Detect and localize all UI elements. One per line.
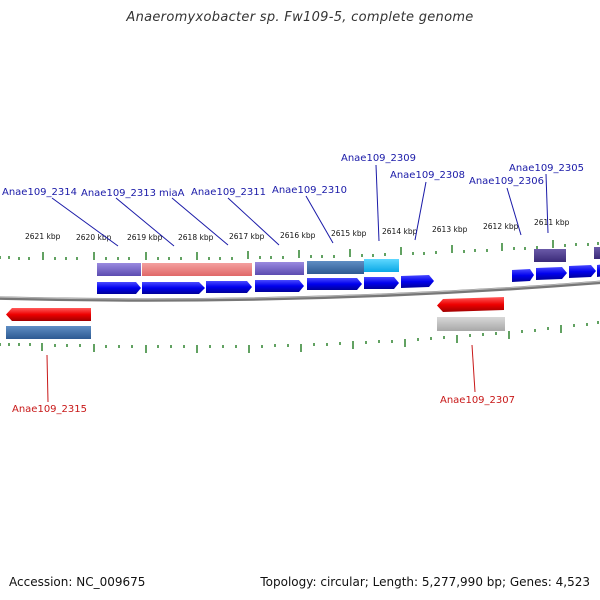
top-gene-labels: Anae109_2314 Anae109_2313 miaA Anae109_2… — [2, 153, 584, 199]
accession-info: Accession: NC_009675 — [9, 575, 146, 589]
gene-label: Anae109_2315 — [12, 404, 87, 415]
tick-label: 2619 kbp — [127, 233, 163, 242]
gene-arrow-2309 — [364, 277, 399, 289]
feature-bar-2313 — [142, 263, 252, 276]
tick-label: 2614 kbp — [382, 227, 418, 236]
feature-bar-2314 — [97, 263, 141, 276]
gene-label: Anae109_2307 — [440, 395, 515, 406]
gene-label: Anae109_2313 — [81, 188, 156, 199]
forward-genes — [97, 264, 600, 294]
gene-arrow-2306 — [512, 269, 534, 282]
gene-label: Anae109_2306 — [469, 176, 544, 187]
gene-arrow-2308 — [401, 275, 434, 288]
gene-arrow-edge — [569, 265, 596, 278]
annotation-bars-top — [97, 247, 600, 276]
tick-label: 2613 kbp — [432, 225, 468, 234]
reverse-genes — [6, 297, 505, 339]
tick-labels: 2621 kbp 2620 kbp 2619 kbp 2618 kbp 2617… — [25, 218, 570, 242]
feature-bar-edge — [594, 247, 600, 259]
feature-bar-2305 — [534, 249, 566, 262]
genome-summary: Topology: circular; Length: 5,277,990 bp… — [260, 575, 590, 589]
feature-bar-2307 — [437, 317, 505, 331]
gene-label: Anae109_2305 — [509, 163, 584, 174]
feature-bar-2310 — [307, 261, 364, 274]
gene-label: Anae109_2308 — [390, 170, 465, 181]
tick-label: 2615 kbp — [331, 229, 367, 238]
gene-arrow-2314 — [97, 282, 141, 294]
tick-label: 2616 kbp — [280, 231, 316, 240]
tick-label: 2612 kbp — [483, 222, 519, 231]
feature-bar-2315 — [6, 326, 91, 339]
top-leader-lines — [51, 164, 549, 247]
gene-arrow-2311 — [255, 280, 304, 292]
gene-arrow-2310 — [307, 278, 362, 290]
gene-arrow-miaA — [206, 281, 252, 293]
gene-arrow-2305 — [536, 267, 567, 280]
feature-bar-2311 — [255, 262, 304, 275]
genome-backbone — [0, 280, 600, 302]
tick-label: 2611 kbp — [534, 218, 570, 227]
feature-bar-2309 — [364, 259, 399, 272]
gene-arrow-2313 — [142, 282, 205, 294]
gene-label: Anae109_2314 — [2, 187, 77, 198]
gene-arrow-2307 — [437, 297, 504, 312]
map-title: Anaeromyxobacter sp. Fw109-5, complete g… — [126, 10, 474, 25]
bottom-leader-lines — [46, 344, 476, 403]
gene-label: Anae109_2311 — [191, 187, 266, 198]
bottom-gene-labels: Anae109_2315 Anae109_2307 — [12, 395, 515, 415]
bottom-scale — [0, 321, 599, 353]
tick-label: 2621 kbp — [25, 232, 61, 241]
gene-label: Anae109_2309 — [341, 153, 416, 164]
top-scale — [0, 240, 599, 260]
gene-arrow-2315 — [6, 308, 91, 321]
tick-label: 2620 kbp — [76, 233, 112, 242]
gene-label: miaA — [159, 188, 185, 199]
tick-label: 2618 kbp — [178, 233, 214, 242]
genome-backbone-highlight — [0, 280, 600, 300]
gene-arrow-edge-2 — [597, 264, 600, 277]
tick-label: 2617 kbp — [229, 232, 265, 241]
gene-label: Anae109_2310 — [272, 185, 347, 196]
